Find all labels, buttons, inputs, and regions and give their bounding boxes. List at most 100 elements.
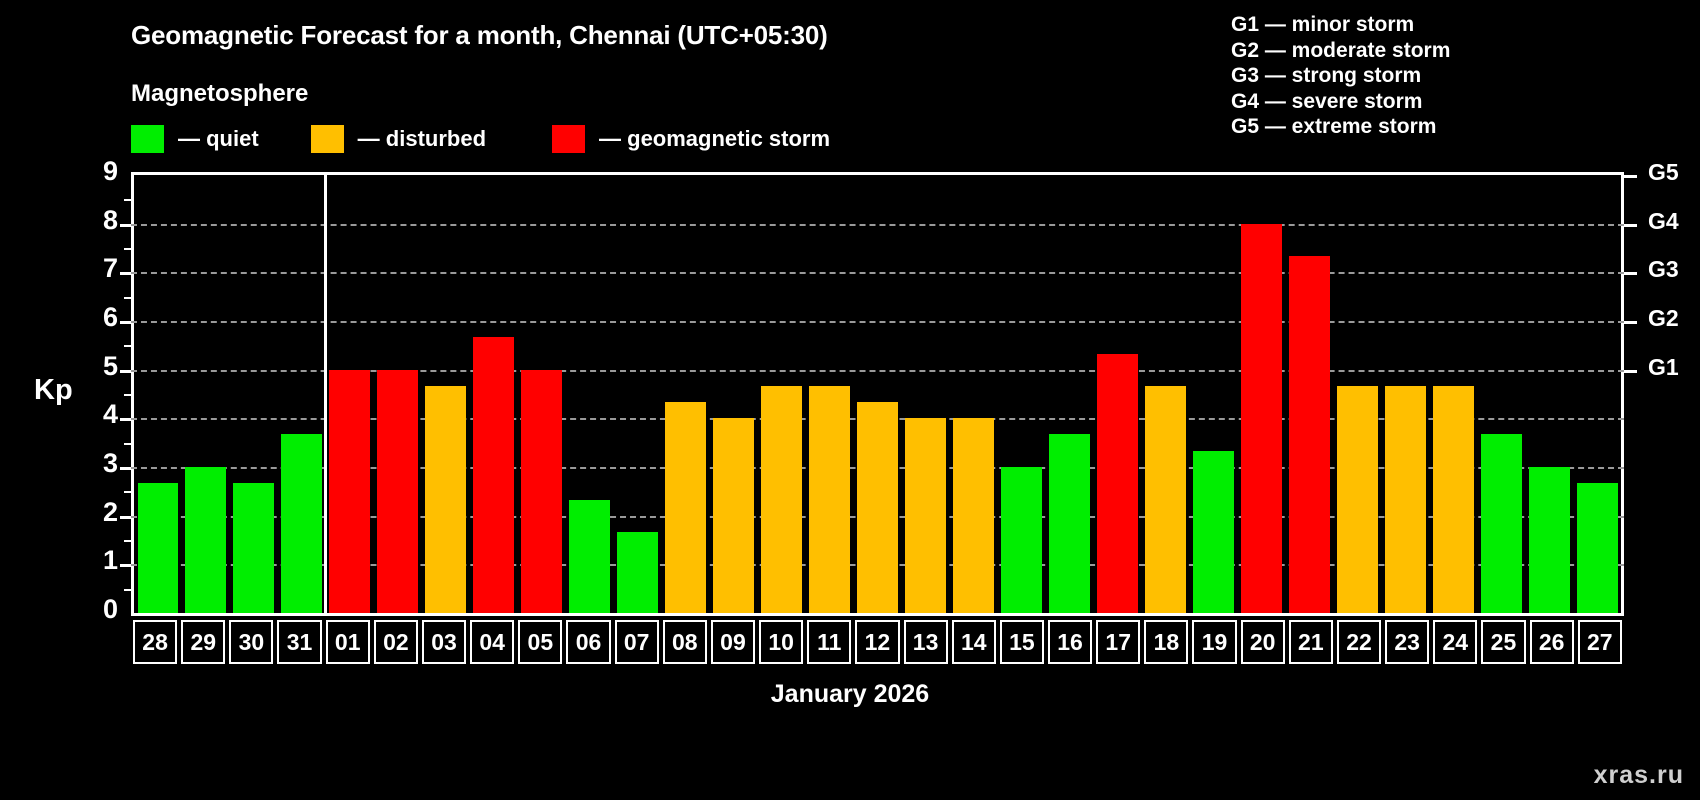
bar-cell[interactable]: [470, 175, 518, 613]
bar-cell[interactable]: [278, 175, 326, 613]
date-label-15[interactable]: 15: [999, 620, 1044, 664]
bar-15[interactable]: [1000, 467, 1042, 613]
bar-cell[interactable]: [1045, 175, 1093, 613]
bar-cell[interactable]: [710, 175, 758, 613]
date-label-13[interactable]: 13: [903, 620, 948, 664]
gridline-kp-6: [131, 321, 1624, 323]
bar-cell[interactable]: [1573, 175, 1621, 613]
date-label-27[interactable]: 27: [1577, 620, 1622, 664]
date-label-10[interactable]: 10: [759, 620, 804, 664]
bar-31[interactable]: [281, 434, 323, 613]
bar-29[interactable]: [185, 467, 227, 613]
date-label-19[interactable]: 19: [1192, 620, 1237, 664]
bar-cell[interactable]: [422, 175, 470, 613]
date-label-07[interactable]: 07: [614, 620, 659, 664]
bar-cell[interactable]: [997, 175, 1045, 613]
date-label-12[interactable]: 12: [855, 620, 900, 664]
date-label-23[interactable]: 23: [1385, 620, 1430, 664]
date-label-11[interactable]: 11: [807, 620, 852, 664]
y-tick-label-6: 6: [102, 302, 118, 332]
date-label-31[interactable]: 31: [277, 620, 322, 664]
bar-20[interactable]: [1240, 223, 1282, 613]
date-label-04[interactable]: 04: [470, 620, 515, 664]
bar-16[interactable]: [1048, 434, 1090, 613]
bar-24[interactable]: [1432, 385, 1474, 613]
date-label-18[interactable]: 18: [1144, 620, 1189, 664]
bar-cell[interactable]: [1333, 175, 1381, 613]
bar-cell[interactable]: [902, 175, 950, 613]
bar-cell[interactable]: [806, 175, 854, 613]
bar-21[interactable]: [1288, 256, 1330, 613]
bar-cell[interactable]: [662, 175, 710, 613]
date-label-14[interactable]: 14: [951, 620, 996, 664]
date-label-29[interactable]: 29: [181, 620, 226, 664]
date-label-24[interactable]: 24: [1433, 620, 1478, 664]
gridline-kp-7: [131, 272, 1624, 275]
bar-23[interactable]: [1384, 385, 1426, 613]
bar-cell[interactable]: [1525, 175, 1573, 613]
date-label-20[interactable]: 20: [1240, 620, 1285, 664]
bar-17[interactable]: [1096, 353, 1138, 613]
bar-cell[interactable]: [518, 175, 566, 613]
bar-04[interactable]: [473, 337, 515, 613]
bar-cell[interactable]: [1189, 175, 1237, 613]
bar-cell[interactable]: [1093, 175, 1141, 613]
date-label-21[interactable]: 21: [1288, 620, 1333, 664]
bar-05[interactable]: [521, 369, 563, 613]
bar-08[interactable]: [665, 402, 707, 613]
bar-12[interactable]: [857, 402, 898, 613]
date-label-05[interactable]: 05: [518, 620, 563, 664]
date-label-22[interactable]: 22: [1336, 620, 1382, 664]
date-label-17[interactable]: 17: [1096, 620, 1141, 664]
bar-10[interactable]: [761, 385, 803, 613]
date-label-26[interactable]: 26: [1529, 620, 1574, 664]
date-label-02[interactable]: 02: [373, 620, 418, 664]
bar-03[interactable]: [425, 385, 467, 613]
bar-cell[interactable]: [1285, 175, 1333, 613]
bar-27[interactable]: [1576, 483, 1618, 613]
bar-09[interactable]: [713, 418, 755, 613]
date-label-08[interactable]: 08: [662, 620, 707, 664]
bar-19[interactable]: [1192, 450, 1234, 613]
date-label-03[interactable]: 03: [421, 620, 467, 664]
date-label-01[interactable]: 01: [325, 620, 370, 664]
date-label-25[interactable]: 25: [1481, 620, 1526, 664]
bar-22[interactable]: [1336, 385, 1378, 613]
bar-07[interactable]: [617, 531, 659, 613]
bar-13[interactable]: [905, 418, 946, 613]
date-label-30[interactable]: 30: [229, 620, 274, 664]
date-label-28[interactable]: 28: [133, 620, 178, 664]
bar-11[interactable]: [809, 385, 851, 613]
bar-01[interactable]: [329, 369, 371, 613]
date-label-16[interactable]: 16: [1047, 620, 1093, 664]
bar-cell[interactable]: [134, 175, 182, 613]
storm-scale-g1: G1 — minor storm: [1231, 13, 1415, 36]
bar-30[interactable]: [233, 483, 275, 613]
bar-cell[interactable]: [614, 175, 662, 613]
bar-cell[interactable]: [1141, 175, 1189, 613]
bar-cell[interactable]: [1477, 175, 1525, 613]
bar-26[interactable]: [1528, 467, 1570, 613]
bar-cell[interactable]: [949, 175, 997, 613]
bar-02[interactable]: [377, 369, 419, 613]
bar-cell[interactable]: [1237, 175, 1285, 613]
bar-28[interactable]: [137, 483, 179, 613]
bar-cell[interactable]: [182, 175, 230, 613]
bar-25[interactable]: [1480, 434, 1522, 613]
legend: — quiet — disturbed — geomagnetic storm: [131, 125, 830, 153]
bar-cell[interactable]: [758, 175, 806, 613]
date-label-06[interactable]: 06: [566, 620, 611, 664]
bar-18[interactable]: [1144, 385, 1186, 613]
bar-cell[interactable]: [1381, 175, 1429, 613]
plot-area: [131, 172, 1624, 616]
chart-subtitle: Magnetosphere: [131, 80, 309, 107]
bar-cell[interactable]: [1429, 175, 1477, 613]
bar-cell[interactable]: [230, 175, 278, 613]
bar-cell[interactable]: [854, 175, 902, 613]
bar-06[interactable]: [569, 499, 611, 613]
bar-cell[interactable]: [374, 175, 422, 613]
bar-cell[interactable]: [326, 175, 374, 613]
date-label-09[interactable]: 09: [710, 620, 756, 664]
bar-cell[interactable]: [566, 175, 614, 613]
bar-14[interactable]: [952, 418, 994, 613]
